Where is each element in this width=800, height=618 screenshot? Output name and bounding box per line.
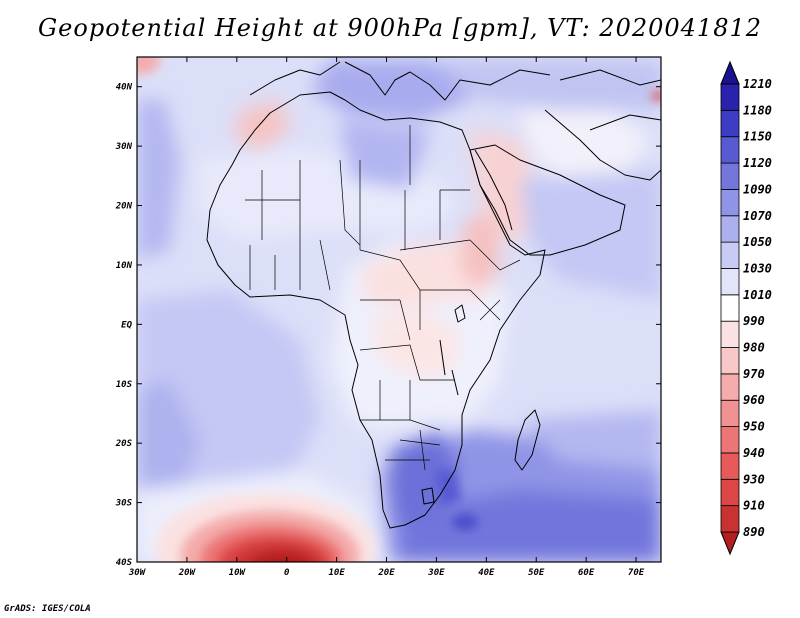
colorbar-box — [720, 320, 740, 348]
colorbar-box — [720, 189, 740, 217]
lon-label: 60E — [578, 568, 595, 578]
colorbar-label: 1070 — [743, 209, 772, 223]
colorbar-label: 1210 — [743, 77, 772, 91]
colorbar-box — [720, 268, 740, 296]
colorbar-label: 990 — [743, 314, 765, 328]
colorbar-label: 950 — [743, 420, 765, 434]
height-field — [137, 57, 661, 562]
country-borders — [245, 125, 521, 471]
colorbar-label: 1120 — [743, 156, 772, 170]
colorbar-box — [720, 83, 740, 111]
colorbar-box — [720, 241, 740, 269]
lon-label: 10E — [328, 568, 345, 578]
colorbar-box — [720, 399, 740, 427]
colorbar-box — [720, 478, 740, 507]
colorbar-label: 930 — [743, 472, 765, 486]
lat-label: 20S — [115, 439, 133, 449]
colorbar-low-triangle — [720, 531, 740, 556]
map-title: Geopotential Height at 900hPa [gpm], VT:… — [38, 14, 762, 42]
colorbar-label: 970 — [743, 367, 765, 381]
longitude-axis: 30W 20W 10W 0 10E 20E 30E 40E 50E 60E 70E — [128, 57, 645, 578]
lon-label: 30W — [128, 568, 147, 578]
colorbar-box — [720, 505, 740, 533]
colorbar-box — [720, 162, 740, 190]
lat-label: 10S — [116, 380, 133, 390]
lon-label: 20W — [178, 568, 197, 578]
map-frame — [136, 56, 662, 563]
lon-label: 10W — [229, 568, 247, 578]
lat-label: 30S — [115, 499, 133, 509]
lat-label: 10N — [116, 261, 133, 271]
grads-credit: GrADS: IGES/COLA — [4, 604, 91, 614]
colorbar-box — [720, 136, 740, 164]
lat-label: 20N — [115, 202, 133, 212]
colorbar-label: 940 — [743, 446, 765, 460]
colorbar-box — [720, 426, 740, 454]
colorbar-label: 1030 — [743, 261, 772, 275]
colorbar-label: 1150 — [743, 130, 772, 144]
colorbar-box — [720, 294, 740, 322]
colorbar-label: 890 — [743, 525, 765, 539]
lon-label: 0 — [284, 568, 290, 578]
colorbar: 890 910 930 940 950 960 970 980 990 1010 1030 1050 1… — [720, 60, 772, 556]
coastlines — [206, 61, 661, 529]
colorbar-box — [720, 347, 740, 375]
lon-label: 30E — [427, 568, 445, 578]
latitude-axis: 40N 30N 20N 10N EQ 10S 20S 30S 40S — [115, 83, 661, 568]
lon-label: 20E — [377, 568, 395, 578]
colorbar-label: 1090 — [743, 182, 772, 196]
colorbar-label: 980 — [743, 341, 765, 355]
lon-label: 40E — [478, 568, 495, 578]
colorbar-label: 1050 — [743, 235, 772, 249]
colorbar-label: 910 — [743, 499, 765, 513]
colorbar-box — [720, 373, 740, 401]
colorbar-box — [720, 215, 740, 243]
colorbar-label: 960 — [743, 393, 765, 407]
colorbar-label: 1010 — [743, 288, 772, 302]
lat-label: EQ — [121, 320, 132, 330]
colorbar-high-triangle — [720, 60, 740, 85]
lon-label: 70E — [628, 568, 645, 578]
lat-label: 30N — [115, 142, 133, 152]
colorbar-box — [720, 452, 740, 480]
lat-label: 40N — [116, 83, 133, 93]
colorbar-label: 1180 — [743, 103, 772, 117]
lat-label: 40S — [116, 558, 133, 568]
colorbar-box — [720, 109, 740, 138]
lon-label: 50E — [528, 568, 545, 578]
